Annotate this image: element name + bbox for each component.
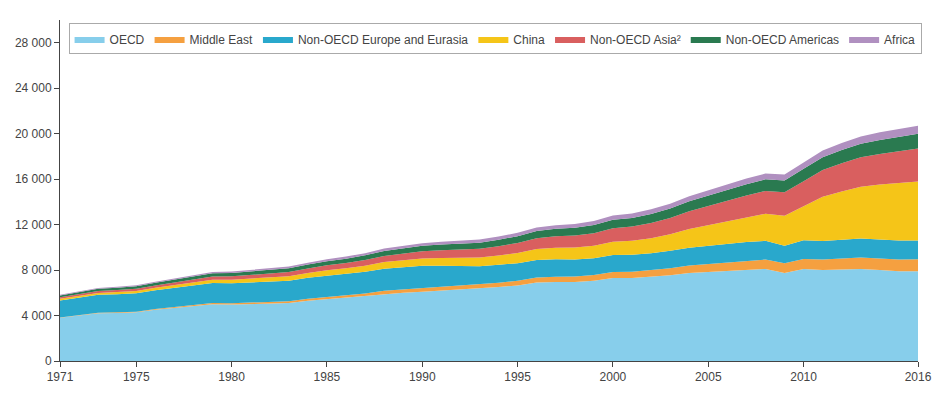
svg-text:16 000: 16 000 (15, 172, 52, 186)
svg-text:1990: 1990 (409, 370, 436, 384)
svg-text:0: 0 (45, 354, 52, 368)
svg-text:20 000: 20 000 (15, 127, 52, 141)
svg-text:Non-OECD Americas: Non-OECD Americas (726, 33, 839, 47)
svg-text:2016: 2016 (905, 370, 932, 384)
svg-text:28 000: 28 000 (15, 36, 52, 50)
svg-text:Middle East: Middle East (190, 33, 253, 47)
svg-text:2010: 2010 (790, 370, 817, 384)
svg-text:1985: 1985 (314, 370, 341, 384)
svg-text:8 000: 8 000 (22, 263, 52, 277)
svg-text:OECD: OECD (110, 33, 145, 47)
svg-text:1980: 1980 (218, 370, 245, 384)
svg-text:1975: 1975 (123, 370, 150, 384)
svg-text:2005: 2005 (695, 370, 722, 384)
svg-text:12 000: 12 000 (15, 218, 52, 232)
svg-text:Non-OECD Europe and Eurasia: Non-OECD Europe and Eurasia (298, 33, 468, 47)
svg-text:1971: 1971 (47, 370, 74, 384)
svg-text:1995: 1995 (504, 370, 531, 384)
svg-text:Africa: Africa (884, 33, 915, 47)
svg-text:Non-OECD Asia²: Non-OECD Asia² (590, 33, 681, 47)
svg-text:2000: 2000 (600, 370, 627, 384)
svg-text:4 000: 4 000 (22, 309, 52, 323)
svg-text:24 000: 24 000 (15, 81, 52, 95)
svg-text:China: China (513, 33, 545, 47)
